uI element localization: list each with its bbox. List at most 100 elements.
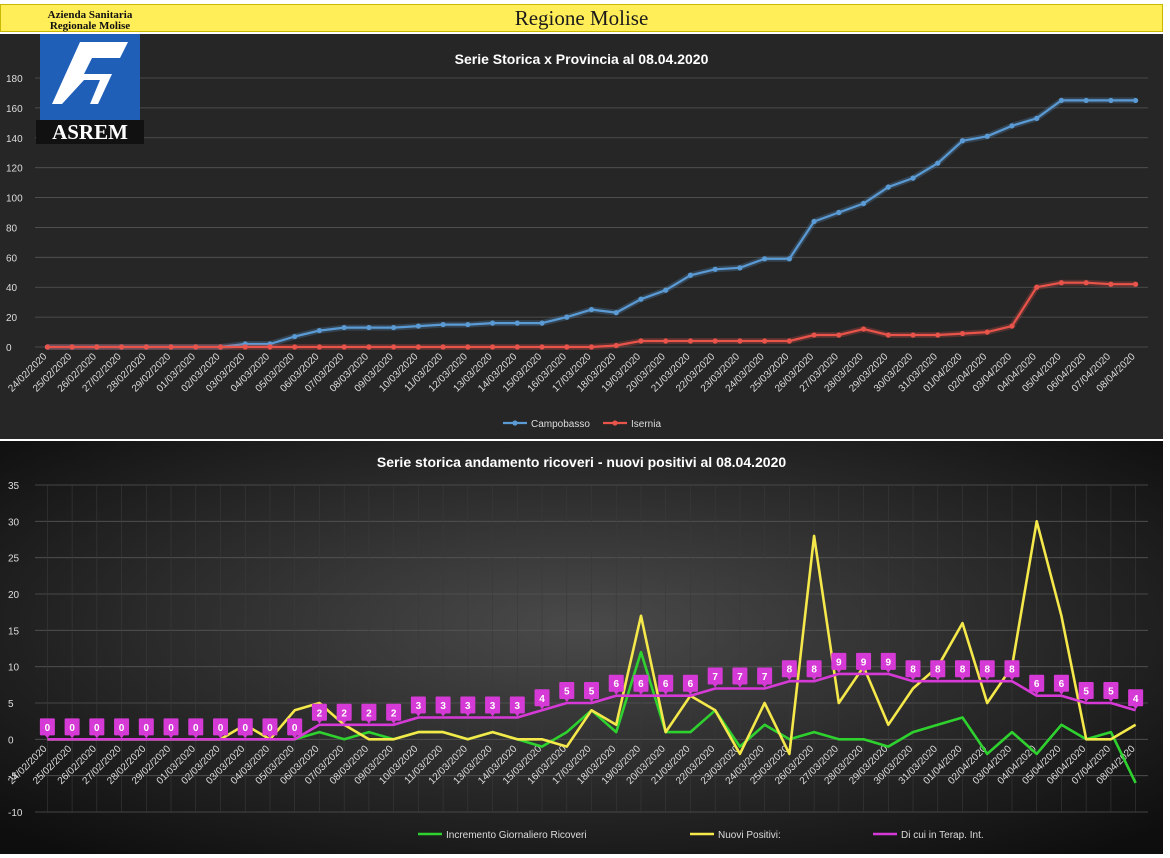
data-point bbox=[1133, 97, 1139, 104]
data-point bbox=[959, 138, 966, 144]
data-label: 3 bbox=[416, 701, 422, 712]
data-label: 0 bbox=[69, 723, 75, 734]
data-label: 8 bbox=[1009, 665, 1015, 676]
data-point bbox=[638, 338, 644, 344]
data-label-pointer bbox=[786, 676, 793, 681]
data-point bbox=[687, 338, 694, 344]
data-label: 0 bbox=[119, 723, 125, 734]
data-label-box bbox=[806, 660, 822, 678]
data-point bbox=[663, 338, 669, 344]
y-tick-label: 30 bbox=[8, 517, 20, 528]
data-point bbox=[935, 160, 941, 166]
data-point bbox=[860, 200, 867, 207]
y-tick-label: 10 bbox=[8, 663, 20, 674]
data-label-box bbox=[608, 674, 624, 692]
y-tick-label: 20 bbox=[8, 590, 20, 601]
data-label-pointer bbox=[93, 734, 100, 739]
data-label: 8 bbox=[910, 665, 916, 676]
legend-label: Di cui in Terap. Int. bbox=[901, 830, 984, 841]
data-label: 6 bbox=[688, 679, 694, 690]
data-label-pointer bbox=[761, 683, 768, 688]
data-point bbox=[712, 266, 718, 272]
data-label-box bbox=[584, 682, 599, 699]
legend-label: Incremento Giornaliero Ricoveri bbox=[446, 830, 587, 841]
data-label: 2 bbox=[341, 708, 347, 719]
data-label-box bbox=[633, 674, 649, 692]
data-point bbox=[292, 333, 298, 340]
data-point bbox=[391, 344, 397, 350]
data-label-box bbox=[138, 718, 154, 736]
data-point bbox=[984, 133, 990, 139]
data-label-box bbox=[534, 689, 550, 707]
data-label: 0 bbox=[168, 723, 174, 734]
data-point bbox=[811, 218, 817, 225]
data-point bbox=[1108, 97, 1114, 104]
data-label-pointer bbox=[1132, 705, 1139, 710]
data-label-pointer bbox=[662, 690, 669, 695]
data-point bbox=[836, 332, 842, 338]
data-point bbox=[935, 332, 941, 338]
data-label-box bbox=[658, 674, 674, 692]
y-tick-label: -10 bbox=[8, 808, 23, 819]
data-point bbox=[1108, 281, 1114, 287]
data-point bbox=[786, 338, 792, 344]
data-label-box bbox=[114, 718, 130, 736]
data-point bbox=[1083, 97, 1089, 104]
data-label-pointer bbox=[217, 734, 224, 739]
data-label-box bbox=[410, 696, 426, 714]
chart-title: Serie storica andamento ricoveri - nuovi… bbox=[377, 454, 786, 470]
y-tick-label: 60 bbox=[6, 253, 18, 264]
data-label-box bbox=[1078, 682, 1094, 699]
region-title: Regione Molise bbox=[514, 6, 649, 30]
data-point bbox=[959, 330, 966, 337]
data-label: 4 bbox=[539, 694, 545, 705]
data-label-box bbox=[781, 660, 797, 678]
data-label: 2 bbox=[391, 708, 397, 719]
data-point bbox=[1009, 323, 1015, 329]
data-label-pointer bbox=[860, 668, 867, 673]
data-label: 2 bbox=[317, 708, 323, 719]
asrem-emblem-icon bbox=[40, 34, 140, 120]
data-label-pointer bbox=[489, 712, 496, 717]
data-label-pointer bbox=[118, 734, 125, 739]
data-point bbox=[885, 332, 891, 338]
data-label-pointer bbox=[168, 734, 175, 739]
logo-line-2: Regionale Molise bbox=[49, 20, 131, 32]
data-point bbox=[391, 324, 397, 331]
data-label: 3 bbox=[465, 701, 471, 712]
data-point bbox=[168, 344, 174, 350]
data-point bbox=[1058, 280, 1065, 286]
data-point bbox=[836, 209, 842, 216]
data-point bbox=[737, 338, 743, 344]
data-label-box bbox=[880, 652, 896, 670]
data-label-box bbox=[262, 718, 278, 736]
legend-label: Isernia bbox=[631, 419, 661, 430]
data-label-pointer bbox=[365, 719, 372, 724]
data-label-pointer bbox=[959, 676, 966, 681]
data-label-pointer bbox=[266, 734, 273, 739]
data-point bbox=[44, 344, 50, 350]
data-point bbox=[94, 344, 100, 350]
data-point bbox=[1058, 97, 1065, 104]
data-label-pointer bbox=[192, 734, 199, 739]
data-label-box bbox=[386, 703, 402, 721]
data-label-pointer bbox=[934, 676, 941, 681]
provincia-chart: Serie Storica x Provincia al 08.04.2020 0… bbox=[0, 34, 1163, 439]
data-label-box bbox=[905, 660, 921, 678]
data-label-pointer bbox=[984, 676, 991, 681]
data-label: 0 bbox=[94, 723, 100, 734]
data-label: 7 bbox=[762, 672, 768, 683]
data-label: 0 bbox=[45, 723, 51, 734]
data-label-box bbox=[163, 718, 179, 736]
data-point bbox=[1133, 281, 1139, 287]
data-label-box bbox=[1029, 674, 1045, 692]
data-label: 9 bbox=[861, 657, 867, 668]
data-label-pointer bbox=[687, 690, 694, 695]
data-point bbox=[588, 344, 595, 350]
data-point bbox=[514, 320, 520, 326]
y-tick-label: 15 bbox=[8, 626, 20, 637]
logo-line-1: Azienda Sanitaria bbox=[47, 9, 133, 21]
data-label: 6 bbox=[613, 679, 619, 690]
data-label-pointer bbox=[514, 712, 521, 717]
data-label-pointer bbox=[712, 683, 719, 688]
